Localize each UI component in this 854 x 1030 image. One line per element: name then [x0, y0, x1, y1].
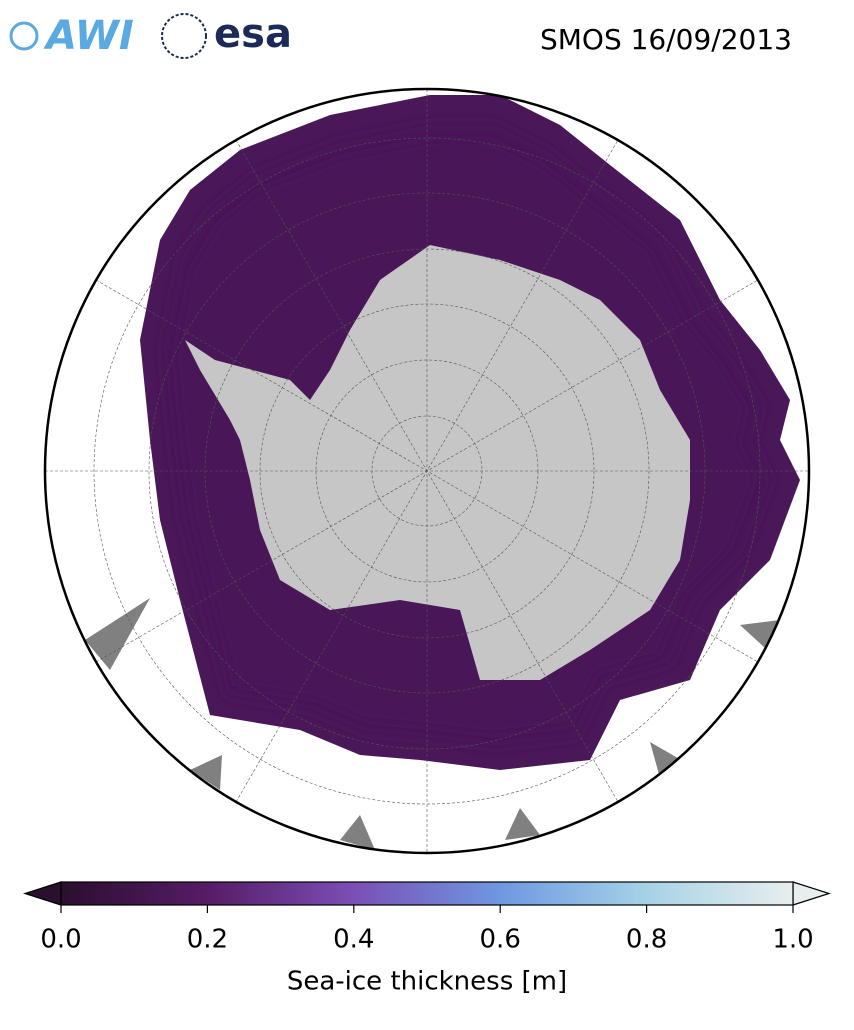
colorbar-tick-label: 0.2: [187, 925, 228, 955]
colorbar-label: Sea-ice thickness [m]: [287, 967, 567, 997]
colorbar-extend-low: [23, 881, 62, 906]
antarctica: [185, 245, 690, 680]
colorbar-extend-high: [792, 881, 831, 906]
esa-logo: esa: [214, 11, 292, 57]
colorbar-tick-label: 0.6: [480, 925, 521, 955]
map-frame: [43, 87, 811, 855]
map: [45, 89, 809, 853]
colorbar: Sea-ice thickness [m] 0.0 0.2 0.4 0.6 0.8 1.0: [23, 881, 831, 997]
colorbar-tick-label: 0.0: [40, 925, 81, 955]
title: SMOS 16/09/2013: [540, 23, 792, 56]
esa-emblem: [161, 13, 207, 59]
colorbar-ramp: [60, 881, 794, 906]
graticule: [45, 89, 809, 853]
colorbar-tick-label: 1.0: [772, 925, 813, 955]
awi-logo: AWI: [43, 13, 134, 59]
awi-globe: [9, 21, 39, 51]
colorbar-tick-label: 0.4: [333, 925, 374, 955]
colorbar-tick-label: 0.8: [626, 925, 667, 955]
logos: AWI esa: [9, 11, 292, 59]
